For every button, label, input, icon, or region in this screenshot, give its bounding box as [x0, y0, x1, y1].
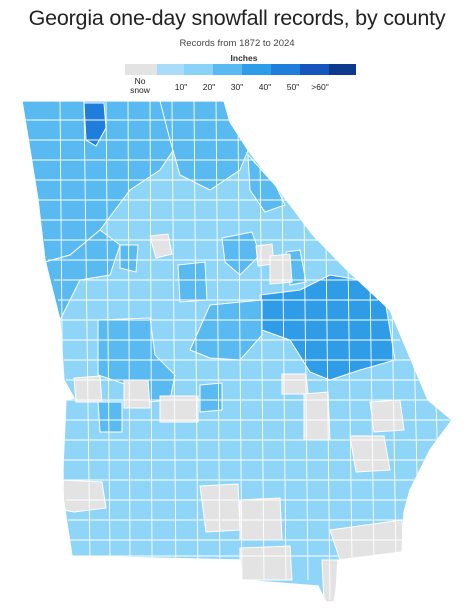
- legend-swatch-20-30: [213, 64, 242, 75]
- legend-label-30: 30": [230, 82, 244, 92]
- county-no-snow-9: [369, 399, 405, 433]
- county-darkest-north: [83, 102, 107, 147]
- county-region-central: [177, 261, 208, 303]
- county-no-snow-7: [281, 373, 309, 395]
- legend-color-bar: [125, 64, 356, 75]
- county-region-east: [259, 274, 396, 381]
- legend-label-40: 40": [258, 82, 272, 92]
- legend-swatch-10-20: [184, 64, 213, 75]
- legend-label-20: 20": [202, 82, 216, 92]
- legend-swatch-0-10: [157, 64, 184, 75]
- county-no-snow-13: [239, 497, 283, 541]
- county-no-snow-6: [159, 395, 199, 423]
- county-no-snow-12: [199, 483, 241, 533]
- legend-label-no-snow: No snow: [130, 76, 150, 95]
- legend-label-10: 10": [174, 82, 188, 92]
- legend-swatch-40-50: [271, 64, 300, 75]
- county-south-dark: [199, 382, 223, 413]
- county-no-snow-5: [123, 379, 151, 409]
- map-subtitle: Records from 1872 to 2024: [179, 38, 295, 49]
- county-no-snow-3: [269, 253, 293, 285]
- legend-label-60-plus: >60": [311, 82, 329, 92]
- county-no-snow-14: [239, 545, 293, 581]
- county-region-central-east: [221, 231, 261, 276]
- legend-swatch-30-40: [242, 64, 271, 75]
- legend-swatch-60-plus: [329, 64, 356, 75]
- legend-title: Inches: [230, 53, 258, 63]
- county-no-snow-8: [303, 391, 331, 441]
- legend-swatch-50-60: [300, 64, 329, 75]
- county-no-snow-11: [59, 479, 107, 513]
- map-title: Georgia one-day snowfall records, by cou…: [28, 6, 446, 30]
- county-southwest-dark: [97, 401, 123, 433]
- legend-label-50: 50": [286, 82, 300, 92]
- county-no-snow-10: [349, 435, 391, 473]
- legend-swatch-no-snow: [125, 64, 157, 75]
- state-border: [21, 100, 453, 603]
